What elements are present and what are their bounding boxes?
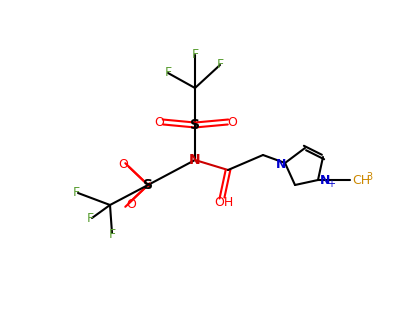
Text: F: F [108,228,116,241]
Text: F: F [72,186,79,199]
Text: OH: OH [214,196,234,209]
Text: O: O [118,159,128,171]
Text: S: S [143,178,153,192]
Text: N: N [276,159,286,171]
Text: +: + [327,179,335,189]
Text: O: O [154,116,164,129]
Text: CH: CH [352,173,370,186]
Text: 3: 3 [366,172,372,182]
Text: O: O [227,116,237,129]
Text: N: N [320,173,330,186]
Text: F: F [217,59,223,72]
Text: F: F [86,211,94,224]
Text: F: F [191,49,199,62]
Text: O: O [126,198,136,211]
Text: N: N [189,153,201,167]
Text: S: S [190,118,200,132]
Text: F: F [164,67,172,80]
